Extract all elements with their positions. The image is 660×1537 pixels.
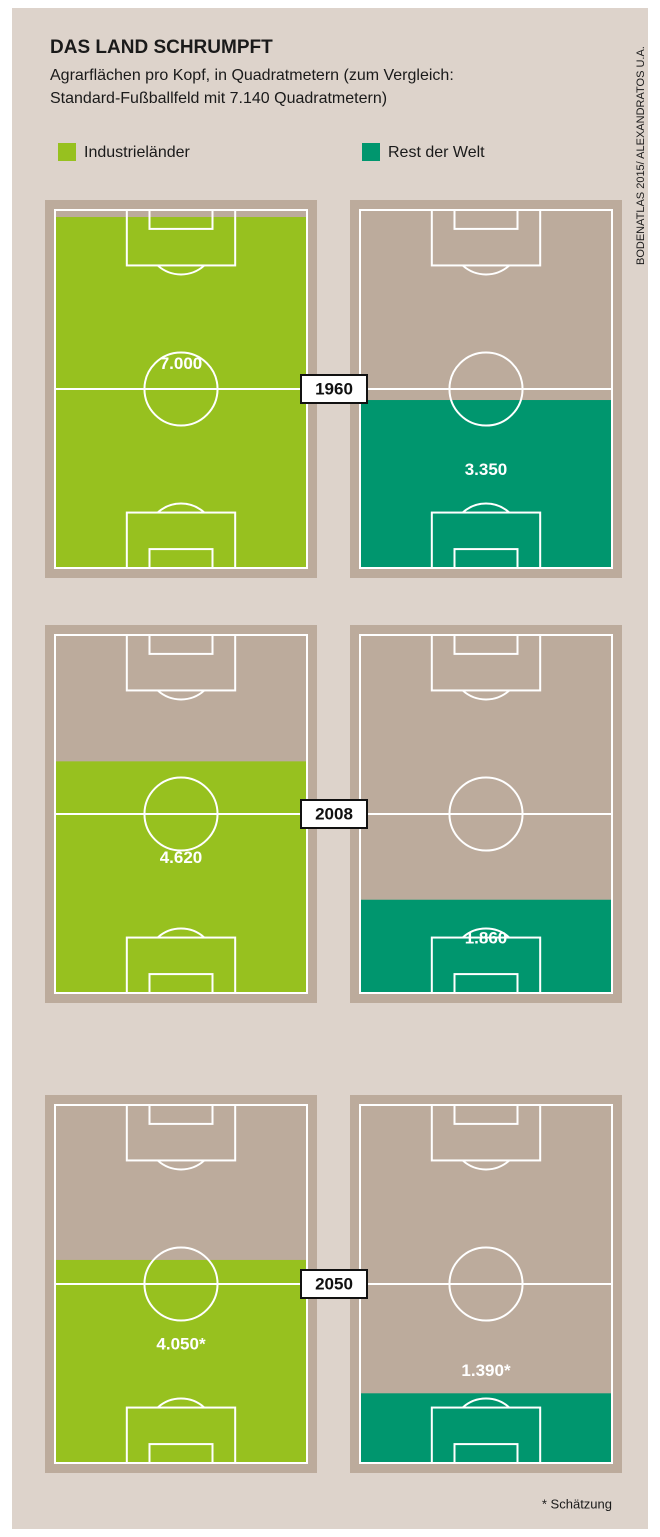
value-label: 7.000: [160, 354, 203, 373]
field-line: [448, 351, 524, 427]
field-line: [148, 1104, 214, 1125]
field-line: [462, 1159, 510, 1171]
fill-area: [55, 761, 307, 993]
field-line: [143, 776, 219, 852]
field-line: [157, 1397, 205, 1409]
value-label: 4.620: [160, 848, 203, 867]
field-line: [143, 1246, 219, 1322]
year-label: 2008: [315, 804, 353, 823]
field-line: [157, 927, 205, 939]
field-line: [157, 689, 205, 701]
footnote: * Schätzung: [542, 1496, 612, 1511]
fill-area: [55, 1259, 307, 1463]
field-line: [157, 502, 205, 514]
field-line: [148, 548, 214, 569]
fill-area: [360, 899, 612, 993]
fill-area: [55, 217, 307, 569]
field-line: [448, 1246, 524, 1322]
field-line: [448, 776, 524, 852]
field-line: [148, 634, 214, 655]
field-line: [462, 264, 510, 276]
legend-swatch: [58, 143, 76, 161]
year-box: [300, 374, 368, 404]
source: BODENATLAS 2015/ ALEXANDRATOS U.A.: [635, 46, 647, 265]
field-line: [462, 1397, 510, 1409]
year-label: 2050: [315, 1274, 353, 1293]
field-line: [453, 548, 519, 569]
fill-area: [360, 1393, 612, 1463]
field-line: [157, 1159, 205, 1171]
field-line: [148, 1443, 214, 1464]
legend-label: Industrieländer: [84, 144, 191, 161]
field-line: [453, 209, 519, 230]
field-line: [462, 502, 510, 514]
year-box: [300, 799, 368, 829]
field-line: [453, 973, 519, 994]
subtitle-line: Standard-Fußballfeld mit 7.140 Quadratme…: [50, 90, 387, 107]
field-line: [148, 973, 214, 994]
field-line: [462, 927, 510, 939]
field-line: [453, 1443, 519, 1464]
subtitle-line: Agrarflächen pro Kopf, in Quadratmetern …: [50, 67, 454, 84]
field-line: [453, 1104, 519, 1125]
legend-swatch: [362, 143, 380, 161]
value-label: 4.050*: [156, 1335, 206, 1354]
year-label: 1960: [315, 379, 353, 398]
field-line: [143, 351, 219, 427]
value-label: 1.390*: [461, 1361, 511, 1380]
value-label: 3.350: [465, 460, 508, 479]
field-line: [157, 264, 205, 276]
year-box: [300, 1269, 368, 1299]
chart-title: DAS LAND SCHRUMPFT: [50, 37, 273, 58]
value-label: 1.860: [465, 928, 508, 947]
field-line: [148, 209, 214, 230]
legend-label: Rest der Welt: [388, 144, 485, 161]
fill-area: [360, 400, 612, 568]
field-line: [462, 689, 510, 701]
field-line: [453, 634, 519, 655]
